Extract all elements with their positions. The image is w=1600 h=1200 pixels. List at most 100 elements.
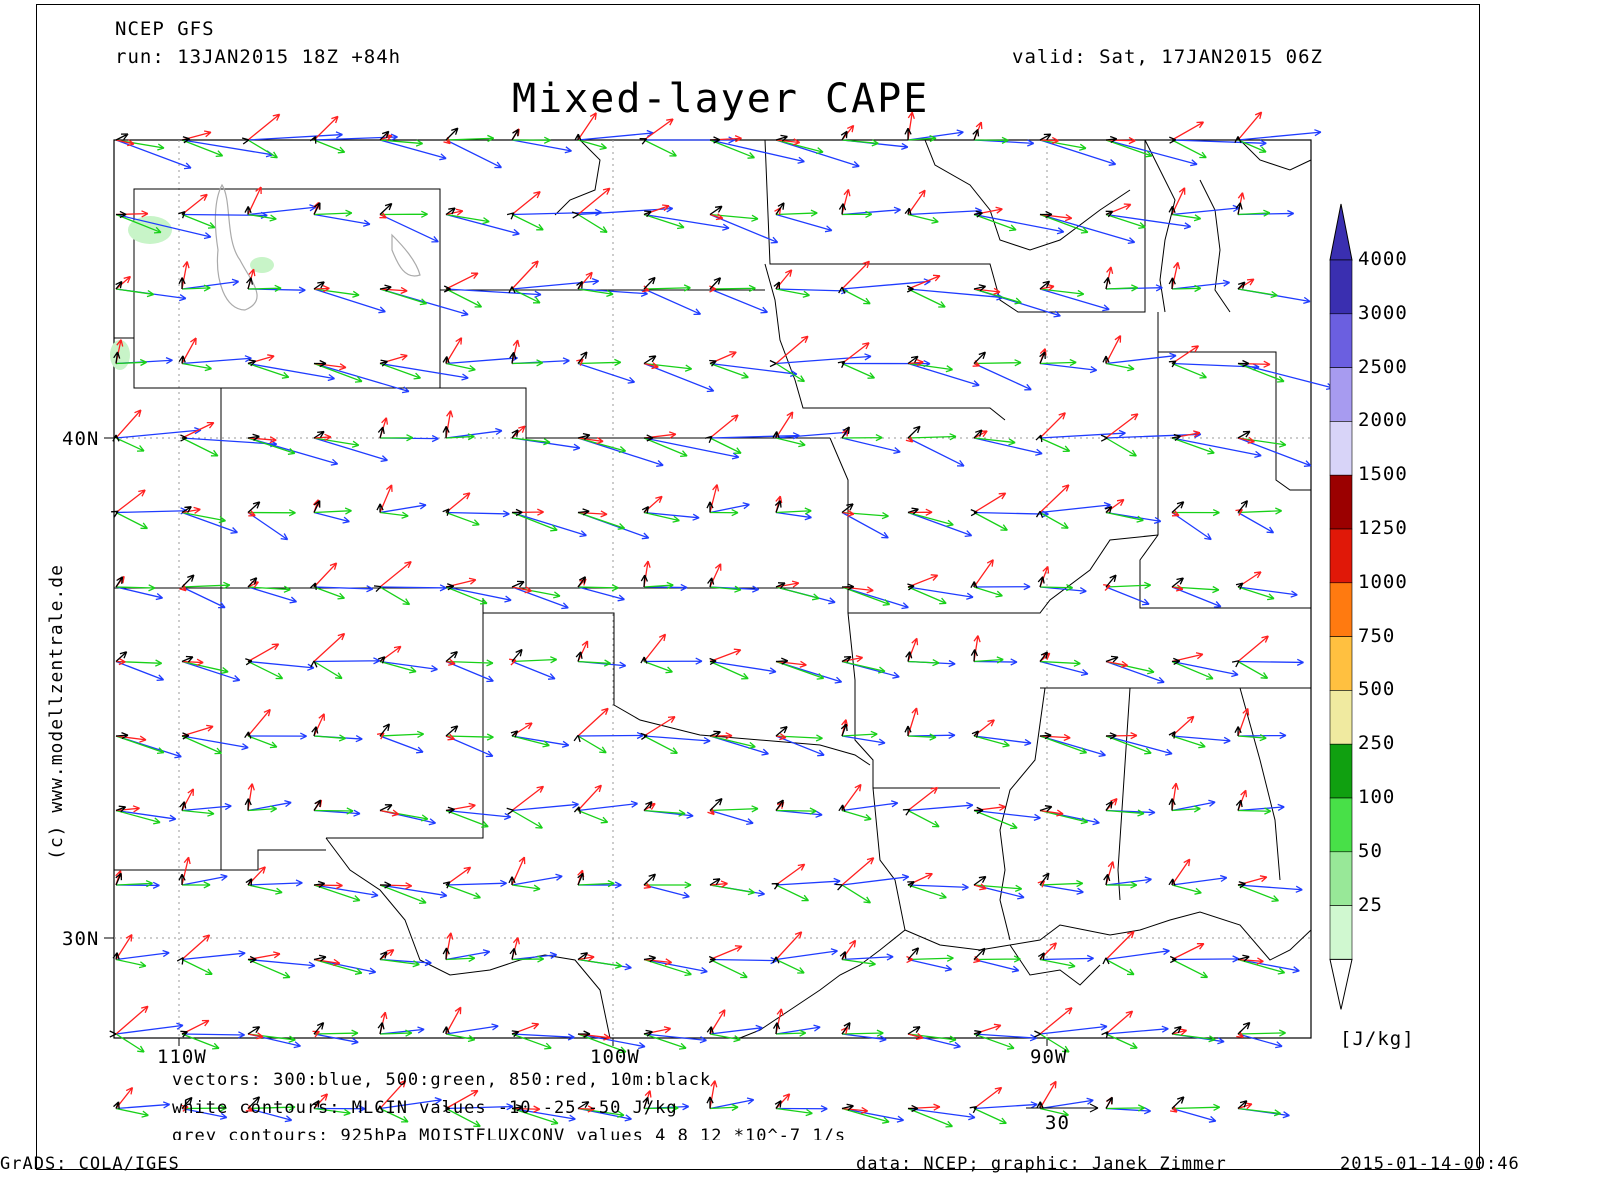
wind-vector-10m xyxy=(973,947,986,960)
wind-vector-500hpa xyxy=(247,884,283,895)
wind-vector-10m xyxy=(1171,433,1181,442)
wind-vector-300hpa xyxy=(907,1107,976,1121)
wind-vector-300hpa xyxy=(115,1101,171,1110)
wind-vector-10m xyxy=(1237,359,1250,368)
wind-vector-300hpa xyxy=(115,1022,184,1035)
wind-vector-300hpa xyxy=(1171,139,1267,147)
wind-vector-850hpa xyxy=(313,632,346,662)
wind-vector-10m xyxy=(902,808,911,816)
wind-vector-300hpa xyxy=(1237,437,1312,467)
wind-vector-300hpa xyxy=(709,735,769,756)
wind-vector-10m xyxy=(313,954,327,962)
lon-label-90w: 90W xyxy=(1030,1046,1068,1068)
wind-vector-850hpa xyxy=(1171,782,1179,811)
lat-label-30n: 30N xyxy=(62,928,100,950)
wind-vector-500hpa xyxy=(907,659,940,667)
wind-vector-500hpa xyxy=(445,954,476,963)
wind-vector-10m xyxy=(244,731,252,739)
wind-vector-10m xyxy=(643,434,654,442)
wind-vector-850hpa xyxy=(907,358,924,367)
wind-vector-300hpa xyxy=(643,1033,707,1044)
wind-vector-850hpa xyxy=(841,857,875,886)
wind-vector-300hpa xyxy=(709,660,777,675)
wind-vector-300hpa xyxy=(841,1107,905,1123)
wind-vector-300hpa xyxy=(907,586,974,600)
wind-vector-10m xyxy=(511,128,519,141)
wind-vector-10m xyxy=(1037,952,1045,960)
wind-vector-850hpa xyxy=(445,492,471,514)
wind-vector-850hpa xyxy=(775,660,807,668)
wind-vector-10m xyxy=(709,730,721,738)
wind-vector-10m xyxy=(1101,1031,1109,1039)
wind-vector-850hpa xyxy=(115,139,135,147)
state-boundary xyxy=(482,598,871,766)
wind-vector-500hpa xyxy=(643,511,680,523)
wind-vector-10m xyxy=(573,806,581,814)
scale-arrow xyxy=(1026,1103,1099,1113)
wind-vector-500hpa xyxy=(841,288,871,305)
wind-vector-10m xyxy=(244,206,252,215)
wind-vector-850hpa xyxy=(905,435,914,443)
colorbar-unit: [J/kg] xyxy=(1340,1028,1415,1050)
grey-contour xyxy=(391,233,421,277)
wind-vector-500hpa xyxy=(313,958,363,975)
wind-vector-500hpa xyxy=(313,1107,351,1117)
lat-label-40n: 40N xyxy=(62,428,100,450)
wind-vector-500hpa xyxy=(643,881,692,889)
state-boundary xyxy=(739,787,906,1039)
wind-vector-10m xyxy=(180,1030,188,1038)
wind-vector-850hpa xyxy=(973,559,994,588)
wind-vector-10m xyxy=(178,355,186,364)
wind-vector-300hpa xyxy=(247,879,303,887)
wind-vector-10m xyxy=(640,656,648,664)
wind-vector-850hpa xyxy=(379,286,408,295)
colorbar-swatch xyxy=(1329,259,1353,315)
wind-vector-10m xyxy=(181,732,190,740)
wind-vector-500hpa xyxy=(379,730,424,738)
wind-vector-500hpa xyxy=(247,735,278,749)
wind-vector-10m xyxy=(904,207,912,216)
grey-contour xyxy=(214,183,258,311)
wind-vector-850hpa xyxy=(1237,707,1250,737)
wind-vector-850hpa xyxy=(247,1032,264,1040)
wind-vector-850hpa xyxy=(379,560,412,588)
wind-vector-500hpa xyxy=(1039,735,1088,755)
wind-vector-850hpa xyxy=(643,715,676,737)
wind-vector-10m xyxy=(1039,280,1051,290)
wind-vector-300hpa xyxy=(775,877,841,886)
wind-vector-10m xyxy=(640,732,648,740)
wind-vector-850hpa xyxy=(709,414,739,439)
wind-vector-500hpa xyxy=(907,511,954,527)
state-boundary xyxy=(1239,687,1281,881)
wind-vector-10m xyxy=(1105,655,1119,663)
legend-vectors: vectors: 300:blue, 500:green, 850:red, 1… xyxy=(172,1070,712,1090)
data-credit: data: NCEP; graphic: Janek Zimmer xyxy=(856,1154,1227,1174)
wind-vector-10m xyxy=(907,425,921,439)
wind-vector-850hpa xyxy=(643,495,663,513)
wind-vector-300hpa xyxy=(1039,660,1089,677)
wind-vector-10m xyxy=(707,577,715,588)
wind-vector-10m xyxy=(245,878,253,886)
state-boundary xyxy=(1117,687,1131,901)
wind-vector-300hpa xyxy=(313,288,386,314)
wind-vector-300hpa xyxy=(379,139,447,161)
wind-vector-500hpa xyxy=(709,362,749,379)
wind-vector-500hpa xyxy=(841,1107,890,1124)
wind-vector-500hpa xyxy=(577,1033,627,1054)
wind-vector-500hpa xyxy=(379,1107,409,1123)
wind-vector-10m xyxy=(640,574,649,588)
wind-vector-10m xyxy=(510,730,519,738)
wind-vector-850hpa xyxy=(709,648,742,663)
wind-vector-500hpa xyxy=(115,1107,149,1118)
wind-vector-300hpa xyxy=(247,799,292,812)
wind-vector-500hpa xyxy=(511,735,550,748)
wind-vector-300hpa xyxy=(775,1024,821,1035)
wind-vector-10m xyxy=(115,280,123,290)
wind-vector-10m xyxy=(247,433,260,441)
wind-vector-300hpa xyxy=(841,437,901,455)
wind-vector-500hpa xyxy=(313,884,361,903)
state-boundary xyxy=(999,687,1046,941)
wind-vector-10m xyxy=(709,277,722,290)
wind-vector-850hpa xyxy=(1171,584,1184,592)
